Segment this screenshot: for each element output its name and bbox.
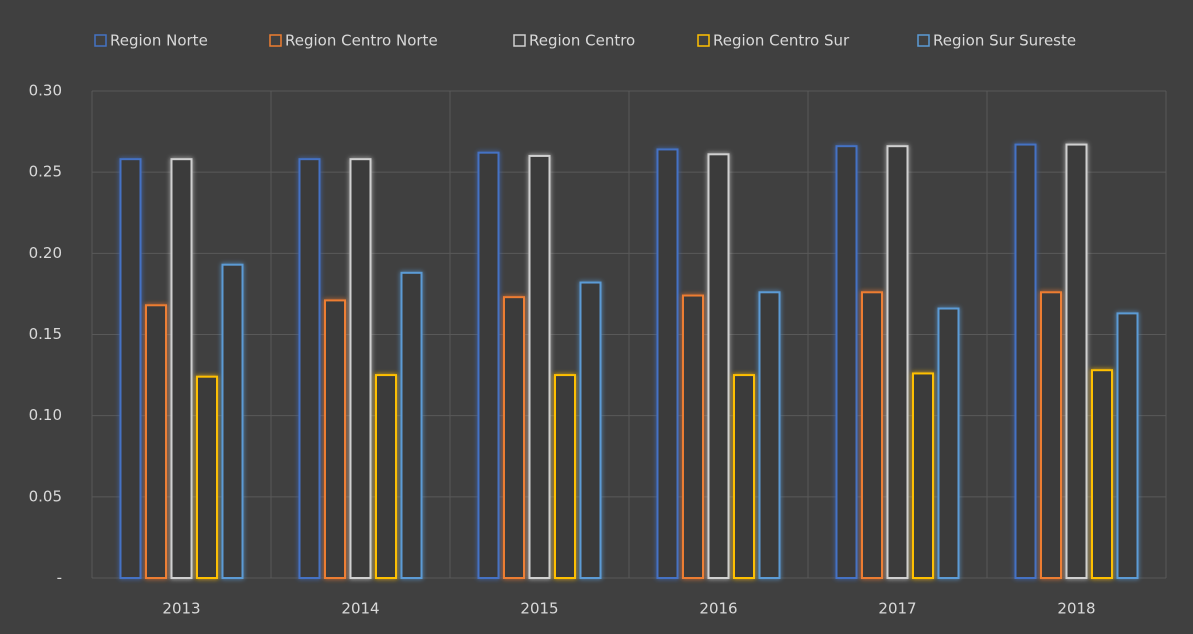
bar: [324, 299, 346, 579]
x-tick-label: 2016: [699, 600, 737, 618]
bar: [1040, 291, 1062, 579]
bar: [937, 307, 960, 579]
bar: [1065, 143, 1088, 579]
bar: [579, 281, 602, 579]
y-tick-label: 0.10: [29, 406, 62, 424]
bar: [221, 263, 244, 579]
bar: [375, 374, 397, 580]
bar: [196, 375, 218, 579]
legend-label: Region Centro Sur: [713, 32, 850, 50]
legend-marker: [697, 34, 710, 47]
x-tick-label: 2014: [341, 600, 379, 618]
legend-marker: [269, 34, 282, 47]
bar: [861, 291, 883, 579]
y-tick-label: 0.20: [29, 244, 62, 262]
y-tick-label: 0.25: [29, 163, 62, 181]
bar: [656, 148, 679, 579]
x-tick-label: 2017: [878, 600, 916, 618]
bar: [912, 372, 934, 579]
bar: [1091, 369, 1113, 580]
legend-label: Region Norte: [110, 32, 208, 50]
y-tick-label: 0.15: [29, 325, 62, 343]
legend-label: Region Centro Norte: [285, 32, 438, 50]
legend-marker: [513, 34, 526, 47]
bar: [145, 304, 167, 579]
y-tick-label: 0.05: [29, 487, 62, 505]
bar: [349, 158, 372, 579]
x-tick-label: 2015: [520, 600, 558, 618]
bar: [1116, 312, 1139, 579]
bar: [554, 374, 576, 580]
bar: [835, 145, 858, 579]
bar: [119, 158, 142, 579]
legend-marker: [94, 34, 107, 47]
bar: [1014, 143, 1037, 579]
legend-label: Region Sur Sureste: [933, 32, 1076, 50]
bar: [503, 296, 525, 579]
x-tick-label: 2018: [1057, 600, 1095, 618]
bar: [170, 158, 193, 579]
bar: [733, 374, 755, 580]
y-tick-label: -: [57, 569, 62, 587]
bar: [400, 271, 423, 579]
y-tick-label: 0.30: [29, 82, 62, 100]
bar: [298, 158, 321, 579]
x-tick-label: 2013: [162, 600, 200, 618]
bar: [682, 294, 704, 579]
legend-label: Region Centro: [529, 32, 635, 50]
bar: [707, 153, 730, 579]
bar: [886, 145, 909, 579]
legend-marker: [917, 34, 930, 47]
bar: [477, 151, 500, 579]
bar: [758, 291, 781, 579]
bar: [528, 154, 551, 580]
